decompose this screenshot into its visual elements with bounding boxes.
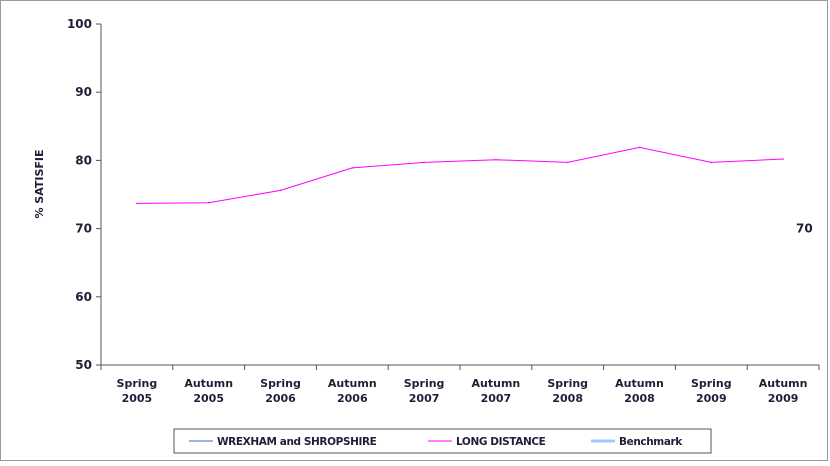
y-axis-label: % SATISFIE <box>33 149 46 218</box>
plot-area: 50 60 70 80 90 100 Spring 2005 Autumn 2005 Spring 2… <box>67 17 820 405</box>
data-point <box>136 202 138 205</box>
x-tick-label: Autumn <box>615 377 664 390</box>
data-point <box>351 167 354 169</box>
y-tick-label: 80 <box>75 153 92 167</box>
data-point <box>495 158 497 161</box>
x-tick-label: Spring <box>117 377 158 390</box>
y-tick-label: 100 <box>67 17 92 31</box>
x-tick-label: Spring <box>404 377 445 390</box>
x-tick-label: 2006 <box>265 392 296 405</box>
y-tick-label: 70 <box>75 222 92 236</box>
data-point <box>566 161 569 164</box>
legend-label: Benchmark <box>619 436 683 448</box>
data-point <box>207 201 210 204</box>
x-tick-label: 2007 <box>409 392 440 405</box>
x-tick-label: Spring <box>547 377 588 390</box>
series-line-long-distance <box>136 146 784 204</box>
data-point <box>710 161 713 164</box>
legend: WREXHAM and SHROPSHIRE LONG DISTANCE Bench… <box>173 428 712 454</box>
annotation-label: 70 <box>796 222 813 236</box>
x-tick-label: Autumn <box>472 377 521 390</box>
x-tick-label: Autumn <box>759 377 808 390</box>
data-point <box>279 189 282 192</box>
x-tick-label: Spring <box>691 377 732 390</box>
y-tick-label: 60 <box>75 290 92 304</box>
x-tick-label: 2007 <box>481 392 512 405</box>
x-tick-label: 2005 <box>122 392 153 405</box>
x-tick-label: 2009 <box>696 392 727 405</box>
data-point <box>782 158 784 160</box>
x-tick-label: Autumn <box>328 377 377 390</box>
y-tick-label: 50 <box>75 358 92 372</box>
legend-label: LONG DISTANCE <box>456 436 546 448</box>
data-point <box>638 146 641 149</box>
y-tick-label: 90 <box>75 85 92 99</box>
x-tick-label: 2006 <box>337 392 368 405</box>
x-tick-label: 2008 <box>624 392 655 405</box>
x-tick-label: 2009 <box>768 392 799 405</box>
x-tick-label: 2008 <box>552 392 583 405</box>
data-point <box>423 161 425 164</box>
legend-label: WREXHAM and SHROPSHIRE <box>217 436 377 448</box>
x-tick-label: Spring <box>260 377 301 390</box>
x-tick-label: Autumn <box>184 377 233 390</box>
x-tick-label: 2005 <box>193 392 224 405</box>
